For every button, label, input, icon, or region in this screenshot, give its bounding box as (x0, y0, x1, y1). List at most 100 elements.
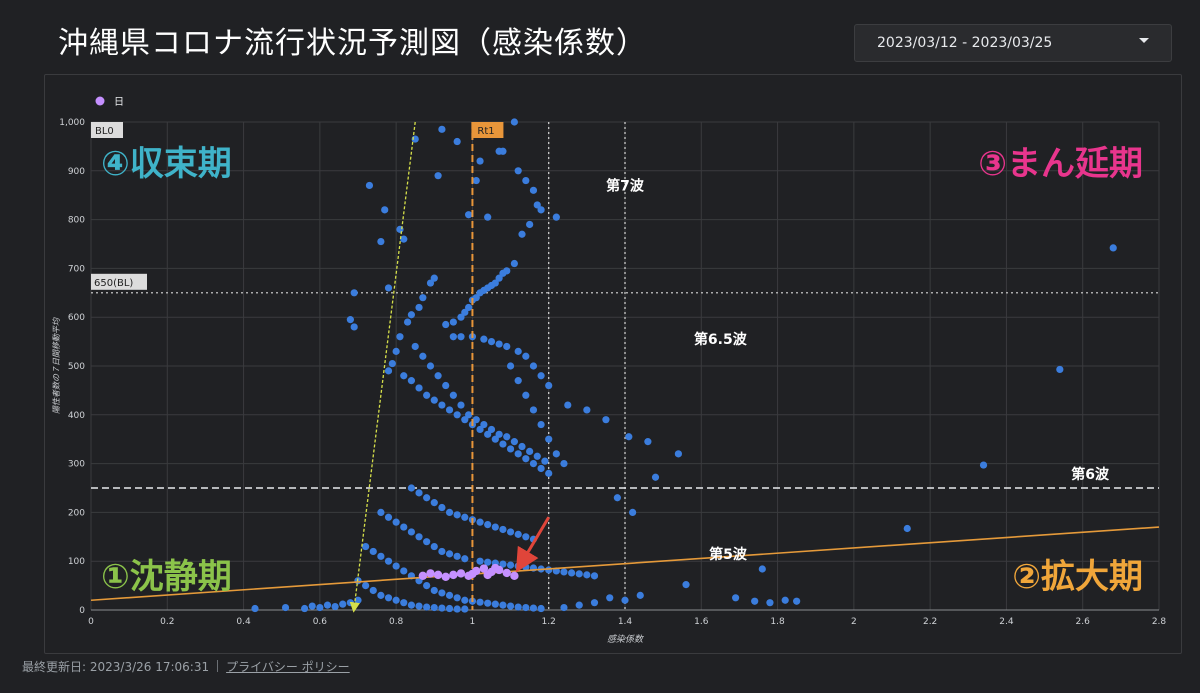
x-tick-label: 1 (470, 617, 476, 627)
data-point (510, 259, 518, 268)
data-point (537, 464, 545, 473)
scatter-chart[interactable]: 0 0.2 0.4 0.6 0.8 1 1.2 1.4 1.6 1.8 2 2.2 2.4 2.6 2.8 0… (45, 75, 1181, 653)
data-point (484, 521, 492, 529)
data-point (602, 416, 610, 424)
yellow-arrow (349, 121, 416, 613)
data-point (407, 377, 415, 385)
data-point (514, 167, 522, 175)
y-tick-label: 700 (68, 264, 85, 274)
data-point (506, 445, 515, 453)
bl-label: 650(BL) (94, 278, 133, 289)
data-point (423, 582, 431, 590)
data-point (449, 333, 457, 341)
data-point (484, 213, 492, 221)
data-point (362, 542, 370, 551)
data-point (476, 157, 484, 165)
data-point (453, 605, 461, 613)
data-point (415, 533, 423, 541)
bl0-label: BL0 (95, 126, 114, 137)
data-point (377, 237, 385, 246)
y-tick-label: 600 (68, 313, 85, 323)
data-point (476, 425, 484, 434)
data-point (400, 523, 408, 531)
data-point (426, 279, 435, 287)
data-point (758, 565, 766, 573)
data-point (560, 460, 568, 468)
data-point (682, 581, 690, 589)
x-tick-label: 2 (851, 617, 857, 627)
data-point (781, 596, 789, 604)
data-point (430, 274, 438, 282)
daily-point (441, 572, 450, 582)
data-point (438, 589, 446, 597)
chevron-down-icon (1139, 38, 1149, 43)
quadrant-label-3: ③まん延期 (978, 144, 1143, 184)
data-point (514, 450, 522, 458)
privacy-policy-link[interactable]: プライバシー ポリシー (226, 660, 350, 674)
data-point (503, 433, 511, 441)
data-point (407, 528, 415, 536)
data-point (537, 372, 545, 380)
data-point (529, 406, 538, 414)
data-point (514, 562, 522, 570)
data-point (979, 461, 988, 469)
wave-label: 第5波 (709, 546, 748, 563)
data-point (522, 176, 530, 185)
data-point (419, 352, 427, 360)
data-point (407, 311, 415, 319)
data-point (392, 518, 400, 526)
data-point (251, 604, 259, 613)
page-title: 沖縄県コロナ流行状況予測図（感染係数） (58, 26, 647, 61)
data-point (499, 601, 507, 609)
data-point (430, 499, 438, 507)
data-point (514, 347, 522, 355)
data-point (430, 396, 438, 404)
data-point (445, 550, 454, 558)
daily-point (418, 571, 428, 581)
legend-label: 日 (114, 97, 124, 108)
y-tick-label: 100 (68, 557, 85, 567)
data-point (465, 211, 473, 219)
data-point (560, 568, 568, 576)
data-point (445, 604, 454, 613)
data-point (526, 220, 534, 229)
data-point (392, 596, 400, 604)
data-point (316, 603, 324, 612)
data-point (400, 567, 408, 575)
data-point (449, 318, 457, 326)
x-tick-label: 0 (88, 617, 94, 627)
data-point (442, 381, 450, 390)
data-point (346, 599, 354, 607)
date-range-select[interactable]: 2023/03/12 - 2023/03/25 (854, 24, 1172, 62)
data-point (499, 440, 507, 448)
data-point (423, 391, 431, 399)
data-point (411, 342, 419, 351)
data-point (529, 460, 538, 468)
date-range-value: 2023/03/12 - 2023/03/25 (877, 35, 1053, 51)
data-point (533, 201, 541, 209)
y-tick-label: 900 (68, 167, 85, 177)
data-point (377, 552, 385, 560)
daily-point (479, 564, 489, 573)
data-point (407, 484, 415, 492)
data-point (350, 323, 358, 331)
data-point (415, 384, 423, 392)
data-point (430, 542, 438, 551)
data-point (480, 420, 488, 429)
data-point (545, 435, 553, 443)
daily-point (468, 569, 477, 579)
rt1-label-box (471, 122, 504, 138)
data-point (339, 600, 347, 608)
data-point (480, 335, 488, 343)
data-point (751, 597, 759, 605)
data-point (331, 602, 339, 611)
data-point (400, 372, 408, 380)
data-point (495, 340, 503, 348)
data-point (537, 420, 545, 429)
data-point (495, 274, 503, 282)
data-point (453, 511, 461, 519)
data-point (583, 571, 591, 579)
data-point (533, 452, 541, 460)
bl-label-box (91, 273, 147, 290)
legend-marker (95, 96, 105, 106)
